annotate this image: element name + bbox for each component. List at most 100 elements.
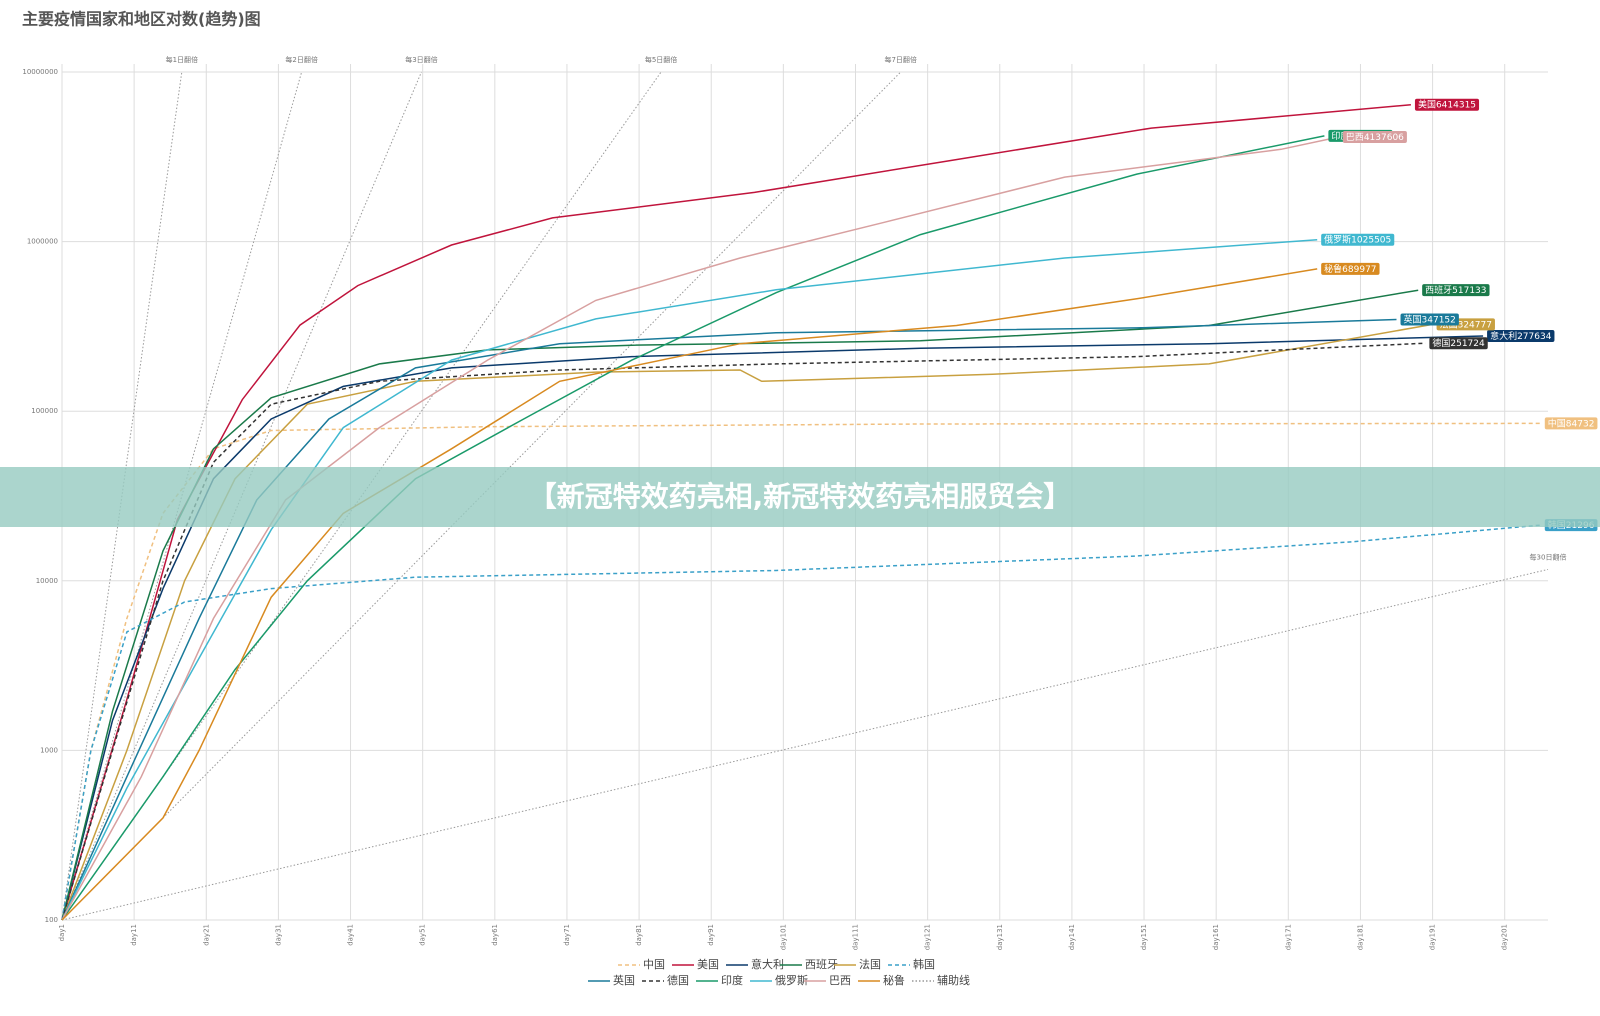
- end-label-value: 347152: [1422, 315, 1456, 325]
- end-label-value: 1025505: [1351, 235, 1391, 245]
- legend-label: 德国: [667, 973, 689, 987]
- x-tick-label: day31: [274, 924, 282, 946]
- series-line: [61, 335, 1484, 921]
- end-label-name: 美国: [1418, 98, 1436, 110]
- x-tick-label: day161: [1212, 924, 1220, 950]
- y-tick-label: 100000: [31, 407, 58, 415]
- y-tick-label: 10000000: [22, 68, 58, 76]
- y-tick-label: 1000000: [27, 238, 58, 246]
- x-tick-label: day51: [419, 924, 427, 946]
- end-label: 俄罗斯1025505: [1324, 233, 1391, 245]
- series-line: [61, 238, 1318, 921]
- end-label-name: 俄罗斯: [1324, 233, 1351, 245]
- legend-label: 西班牙: [805, 958, 838, 971]
- series-line: [61, 323, 1433, 921]
- series-line: [61, 422, 1541, 921]
- end-label-name: 德国: [1432, 337, 1450, 349]
- x-tick-label: day1: [58, 924, 66, 941]
- banner-bg: [0, 467, 1600, 527]
- end-label-value: 251724: [1450, 339, 1485, 349]
- series-lines: [61, 103, 1541, 921]
- end-label-value: 277634: [1517, 331, 1552, 341]
- end-label: 巴西4137606: [1346, 131, 1404, 142]
- end-label-bg: [1321, 262, 1380, 275]
- end-label: 中国84732: [1548, 417, 1595, 429]
- reference-label: 每7日翻倍: [884, 55, 916, 64]
- legend-label: 印度: [721, 973, 743, 987]
- end-label-name: 意大利: [1490, 329, 1517, 341]
- end-label: 美国6414315: [1418, 98, 1476, 110]
- end-label: 英国347152: [1404, 313, 1456, 325]
- x-tick-label: day101: [779, 924, 787, 950]
- end-label-name: 巴西: [1346, 131, 1364, 142]
- x-tick-label: day91: [707, 924, 715, 946]
- end-label-bg: [1487, 329, 1555, 342]
- legend-label: 秘鲁: [883, 973, 905, 987]
- legend-label: 韩国: [913, 957, 935, 971]
- x-tick-label: day191: [1429, 924, 1437, 950]
- end-label-value: 4137606: [1364, 132, 1404, 142]
- end-label: 德国251724: [1432, 337, 1485, 349]
- series-line: [61, 289, 1419, 921]
- x-tick-label: day41: [347, 924, 355, 946]
- legend-label: 法国: [859, 957, 881, 971]
- end-label: 意大利277634: [1490, 329, 1552, 341]
- x-tick-label: day21: [202, 924, 210, 946]
- end-label-bg: [1321, 233, 1395, 246]
- end-label-bg: [1414, 98, 1480, 111]
- x-tick-label: day61: [491, 924, 499, 946]
- x-tick-label: day181: [1356, 924, 1364, 950]
- end-label-bg: [1429, 337, 1488, 350]
- reference-line: [61, 568, 1549, 921]
- x-tick-label: day131: [996, 924, 1004, 950]
- series-line: [61, 268, 1318, 921]
- x-tick-label: day71: [563, 924, 571, 946]
- chart-title: 主要疫情国家和地区对数(趋势)图: [22, 10, 261, 29]
- reference-label: 每3日翻倍: [405, 55, 437, 64]
- end-label-name: 英国: [1404, 313, 1422, 325]
- x-tick-label: day171: [1284, 924, 1292, 950]
- legend-label: 意大利: [751, 957, 784, 971]
- end-label-value: 689977: [1342, 264, 1376, 274]
- end-label: 秘鲁689977: [1324, 262, 1376, 274]
- y-tick-label: 100: [45, 916, 58, 924]
- series-line: [61, 342, 1426, 921]
- banner: 【新冠特效药亮相,新冠特效药亮相服贸会】: [529, 480, 1072, 513]
- end-label-value: 517133: [1452, 286, 1486, 296]
- legend-label: 俄罗斯: [775, 974, 808, 987]
- legend-label: 美国: [697, 958, 719, 971]
- end-label-value: 6414315: [1436, 100, 1476, 110]
- reference-line: [61, 71, 422, 921]
- end-label-name: 中国: [1548, 417, 1566, 429]
- y-tick-label: 1000: [40, 746, 58, 754]
- end-label-bg: [1400, 313, 1459, 326]
- end-label-value: 324777: [1458, 320, 1492, 330]
- reference-label: 每30日翻倍: [1530, 552, 1567, 561]
- legend-label: 英国: [613, 973, 635, 987]
- series-line: [61, 135, 1325, 921]
- x-tick-label: day121: [924, 924, 932, 950]
- legend-label: 巴西: [829, 974, 851, 987]
- y-tick-label: 10000: [36, 577, 58, 585]
- end-label-bg: [1544, 417, 1598, 430]
- end-label-name: 西班牙: [1425, 284, 1452, 296]
- legend-label: 辅助线: [937, 973, 970, 987]
- series-line: [61, 136, 1339, 921]
- series-line: [61, 318, 1397, 921]
- x-tick-label: day111: [851, 924, 859, 950]
- reference-label: 每2日翻倍: [285, 55, 317, 64]
- end-label-bg: [1422, 284, 1490, 297]
- legend-label: 中国: [643, 958, 665, 971]
- reference-label: 每5日翻倍: [645, 55, 677, 64]
- end-label-value: 84732: [1566, 419, 1595, 429]
- x-tick-label: day201: [1501, 924, 1509, 950]
- grid: 100 1000 10000 100000 1000000 10000000 day1 day…: [22, 64, 1548, 950]
- end-labels: 中国84732美国6414315意大利277634西班牙517133法国3247…: [1321, 98, 1598, 532]
- reference-label: 每1日翻倍: [166, 55, 198, 64]
- end-label-name: 秘鲁: [1324, 262, 1342, 274]
- end-label: 西班牙517133: [1425, 284, 1486, 296]
- x-tick-label: day151: [1140, 924, 1148, 950]
- x-tick-label: day11: [130, 924, 138, 946]
